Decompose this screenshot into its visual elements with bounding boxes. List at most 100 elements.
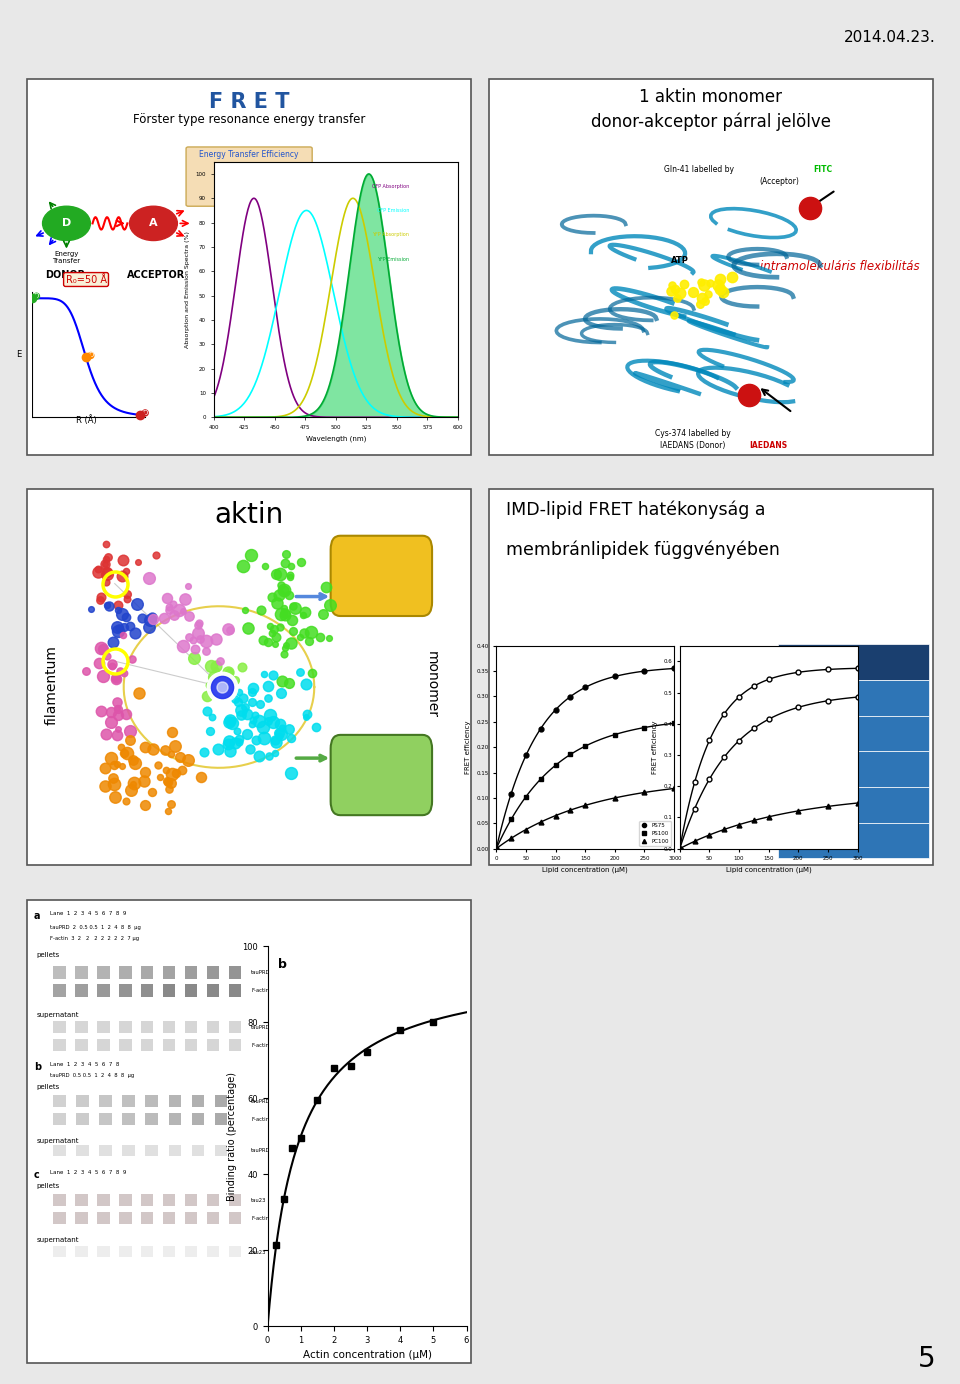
CFP Emission <box>353 378 365 394</box>
Bar <box>778 716 928 752</box>
Text: b: b <box>34 1062 41 1071</box>
Text: 87,73: 87,73 <box>890 801 910 808</box>
Bar <box>141 1039 154 1050</box>
Bar <box>122 1095 135 1107</box>
Text: 143,38: 143,38 <box>887 695 912 700</box>
Bar <box>99 1095 112 1107</box>
CFP Absorption <box>248 190 259 206</box>
CFP Emission <box>430 408 442 425</box>
Text: D: D <box>34 293 39 299</box>
Bar <box>122 1113 135 1125</box>
Bar <box>119 984 132 996</box>
CFP Emission <box>358 388 370 404</box>
Bar <box>228 1193 241 1205</box>
Bar <box>184 1193 198 1205</box>
FancyBboxPatch shape <box>186 147 312 206</box>
Bar <box>145 1113 158 1125</box>
Bar <box>206 1021 219 1032</box>
Bar <box>228 1021 241 1032</box>
Bar <box>119 1021 132 1032</box>
Bar <box>163 1246 176 1258</box>
Bar <box>53 1095 65 1107</box>
Text: 2014.04.23.: 2014.04.23. <box>844 30 936 46</box>
YFP Absorption <box>354 201 366 217</box>
X-axis label: Lipid concentration (μM): Lipid concentration (μM) <box>726 866 811 873</box>
Bar <box>163 1193 176 1205</box>
YFP Absorption <box>208 408 220 425</box>
Bar <box>169 1113 181 1125</box>
Bar <box>53 1211 65 1223</box>
Bar <box>76 1145 88 1156</box>
Text: A: A <box>149 219 157 228</box>
YFP Absorption <box>430 408 442 425</box>
Text: tauPRD  2  0.5 0.5  1  2  4  8  8  µg: tauPRD 2 0.5 0.5 1 2 4 8 8 µg <box>50 925 141 930</box>
YFP Absorption <box>207 408 219 425</box>
Bar <box>122 1145 135 1156</box>
Bar <box>27 79 471 455</box>
Text: pellets: pellets <box>36 1084 60 1091</box>
Text: PIP2/PC 4/96: PIP2/PC 4/96 <box>803 837 846 843</box>
Bar <box>27 900 471 1363</box>
Text: 41: 41 <box>380 561 392 569</box>
Bar <box>141 1021 154 1032</box>
Bar <box>53 1246 65 1258</box>
Bar <box>778 752 928 787</box>
Text: tauPRD: tauPRD <box>252 970 271 974</box>
Text: F-actin: F-actin <box>252 1215 269 1221</box>
Bar <box>192 1145 204 1156</box>
Bar <box>75 1211 87 1223</box>
Bar <box>215 1145 228 1156</box>
Bar <box>192 1095 204 1107</box>
Text: 99,35: 99,35 <box>890 837 910 843</box>
Text: monomer: monomer <box>424 652 439 718</box>
Text: CFP Emission: CFP Emission <box>376 208 409 213</box>
Text: $E = \frac{1}{1+(R/R_0)^6}$: $E = \frac{1}{1+(R/R_0)^6}$ <box>217 167 281 191</box>
Bar <box>97 1193 109 1205</box>
Line: YFP Absorption: YFP Absorption <box>213 198 458 417</box>
Text: tauPRD: tauPRD <box>252 1099 271 1104</box>
Bar <box>163 984 176 996</box>
Legend: PS75, PS100, PC100: PS75, PS100, PC100 <box>639 821 671 846</box>
Text: 78,86: 78,86 <box>890 731 910 736</box>
Text: tau23: tau23 <box>252 1250 267 1254</box>
Text: Lane  1  2  3  4  5  6  7  8  9: Lane 1 2 3 4 5 6 7 8 9 <box>50 1169 127 1175</box>
Bar <box>119 1039 132 1050</box>
Text: tau23: tau23 <box>252 1197 267 1203</box>
Bar <box>53 1021 65 1032</box>
Text: donor-akceptor párral jelölve: donor-akceptor párral jelölve <box>590 113 830 131</box>
Bar <box>53 1145 65 1156</box>
Text: 374: 374 <box>380 760 396 770</box>
Text: tauPRD: tauPRD <box>252 1149 271 1153</box>
Text: filamentum: filamentum <box>44 645 59 725</box>
Text: cys: cys <box>354 765 376 779</box>
Bar <box>97 984 109 996</box>
Circle shape <box>130 206 178 241</box>
Bar <box>76 1113 88 1125</box>
Bar <box>99 1113 112 1125</box>
Text: ACCEPTOR: ACCEPTOR <box>128 270 185 280</box>
Bar <box>215 1095 228 1107</box>
Text: Cys-374 labelled by: Cys-374 labelled by <box>655 429 731 437</box>
Bar <box>206 1039 219 1050</box>
CFP Emission <box>415 408 426 425</box>
CFP Absorption <box>207 389 219 406</box>
Bar <box>119 1211 132 1223</box>
Text: Energy
Transfer: Energy Transfer <box>53 252 81 264</box>
Bar <box>778 822 928 858</box>
Bar <box>778 644 928 680</box>
CFP Emission <box>354 381 366 397</box>
Bar <box>141 1211 154 1223</box>
Bar <box>184 1246 198 1258</box>
Text: Lane  1  2  3  4  5  6  7  8: Lane 1 2 3 4 5 6 7 8 <box>50 1062 120 1067</box>
Text: E: E <box>16 350 21 360</box>
Text: Energy Transfer Efficiency: Energy Transfer Efficiency <box>200 151 299 159</box>
Bar <box>163 1039 176 1050</box>
Bar <box>97 1021 109 1032</box>
Bar <box>75 966 87 978</box>
Bar <box>75 1193 87 1205</box>
Text: pellets: pellets <box>36 1183 60 1189</box>
Text: FITC: FITC <box>813 165 832 174</box>
CFP Absorption <box>358 408 370 425</box>
Text: CFP Absorption: CFP Absorption <box>372 184 409 188</box>
Y-axis label: Binding ratio (percentage): Binding ratio (percentage) <box>227 1071 236 1201</box>
